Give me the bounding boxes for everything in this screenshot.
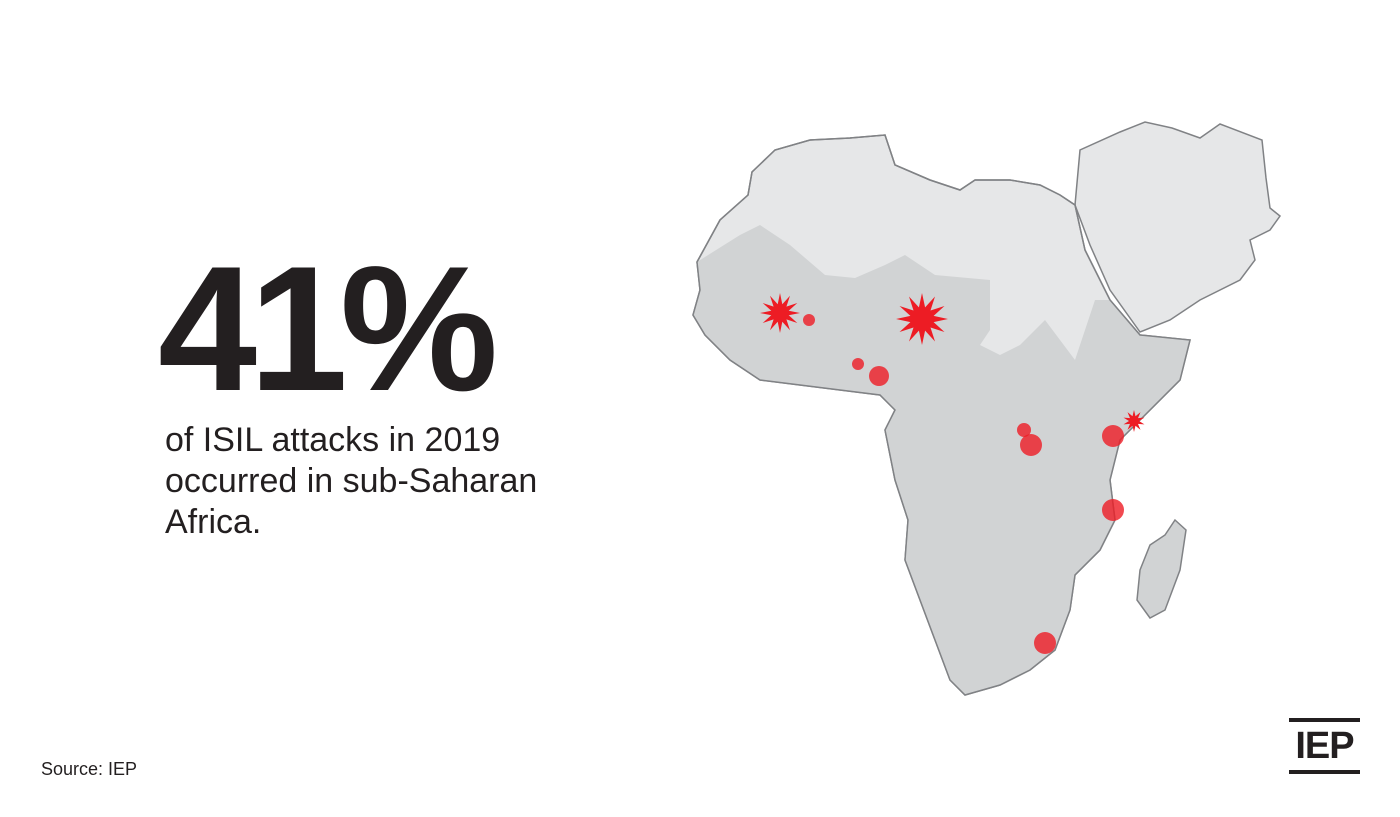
attack-dot [1102, 425, 1124, 447]
attack-dot [1020, 434, 1042, 456]
description: of ISIL attacks in 2019 occurred in sub-… [165, 420, 537, 543]
description-line: occurred in sub-Saharan [165, 462, 538, 500]
attack-bursts [760, 293, 1145, 432]
description-line: of ISIL attacks in 2019 [165, 421, 501, 459]
description-line: Africa. [165, 503, 262, 541]
attack-burst [896, 293, 948, 345]
attack-dot [869, 366, 889, 386]
attack-dot [1034, 632, 1056, 654]
attack-dot [852, 358, 864, 370]
attack-dot [1017, 423, 1031, 437]
headline: 41% [158, 229, 498, 428]
attack-dot [803, 314, 815, 326]
attack-dot [1102, 499, 1124, 521]
attack-dots [803, 314, 1124, 654]
attack-burst [760, 293, 800, 333]
middle-east [1074, 121, 1282, 333]
attack-burst [1123, 410, 1145, 432]
madagascar [1136, 518, 1187, 619]
sub-saharan-africa [693, 225, 1190, 695]
logo: IEP [1289, 718, 1360, 774]
source: Source: IEP [41, 759, 138, 779]
